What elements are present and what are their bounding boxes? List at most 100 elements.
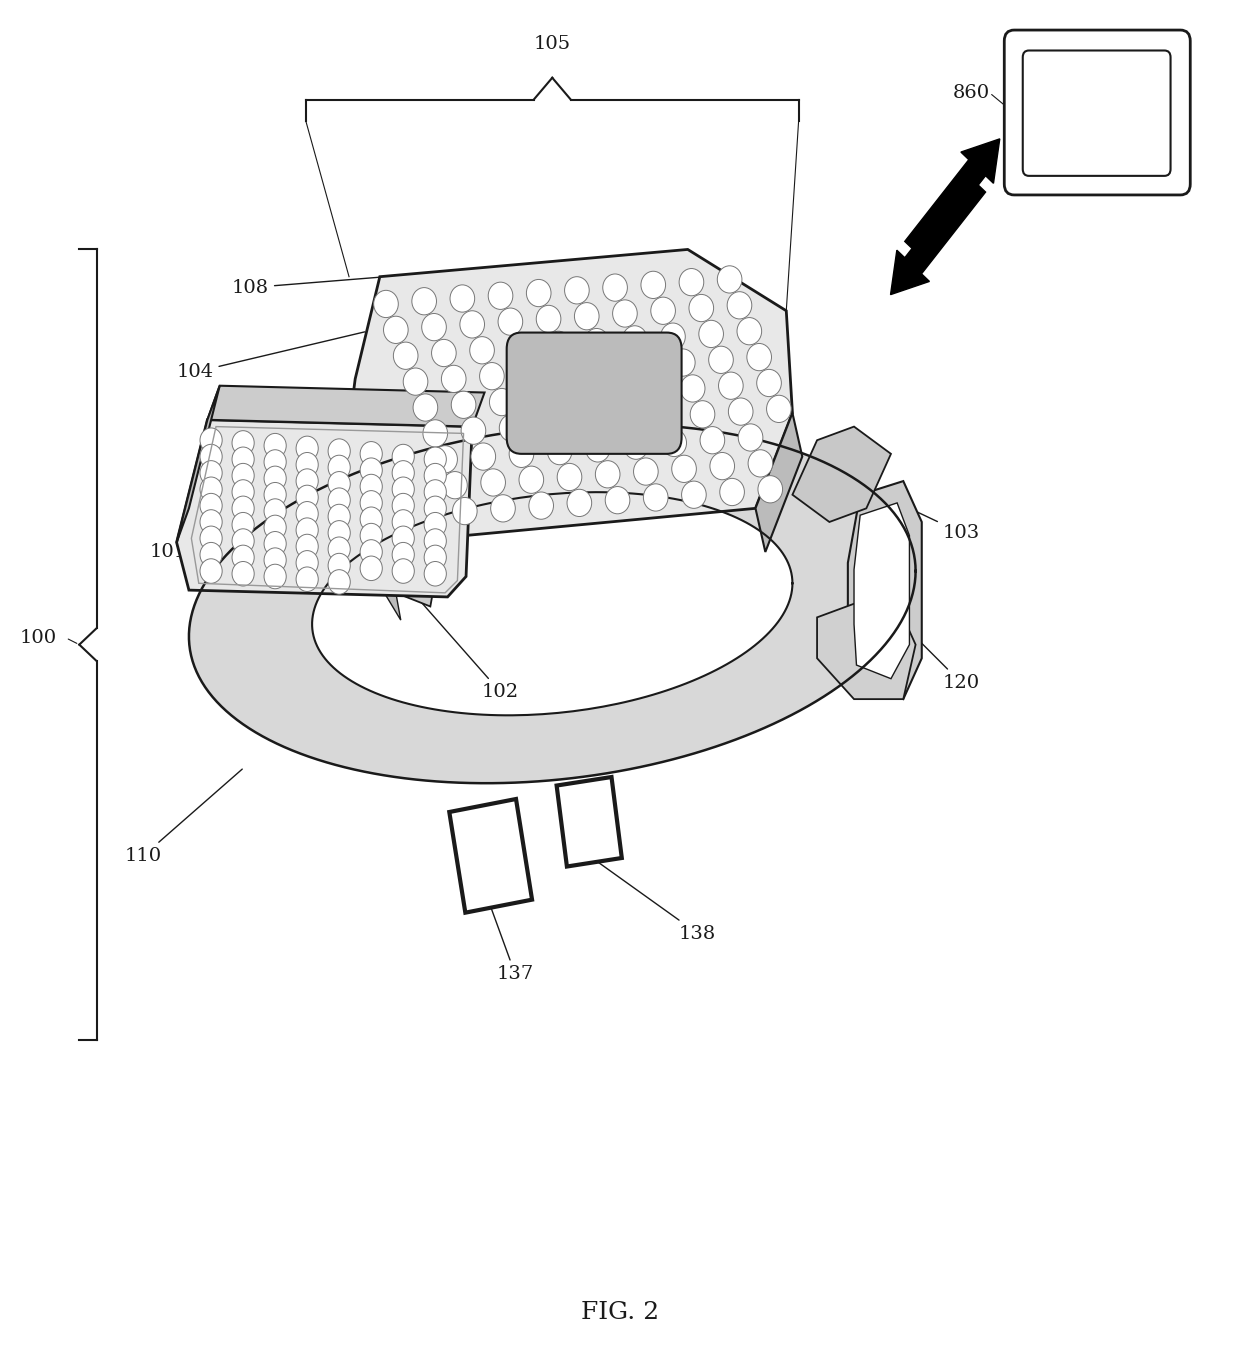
Circle shape (470, 337, 495, 363)
Circle shape (200, 526, 222, 551)
Circle shape (453, 498, 477, 525)
Circle shape (564, 277, 589, 304)
Circle shape (748, 450, 773, 477)
Circle shape (595, 461, 620, 488)
Circle shape (758, 476, 782, 503)
Polygon shape (343, 250, 792, 539)
Circle shape (424, 562, 446, 585)
Circle shape (481, 469, 506, 496)
Circle shape (392, 494, 414, 518)
Circle shape (423, 420, 448, 447)
Circle shape (641, 271, 666, 299)
Text: 110: 110 (125, 769, 242, 865)
Polygon shape (312, 492, 792, 716)
Polygon shape (557, 777, 621, 866)
Circle shape (527, 280, 551, 307)
Circle shape (480, 362, 505, 389)
Circle shape (451, 391, 476, 418)
Circle shape (661, 324, 686, 350)
Circle shape (737, 318, 761, 345)
Circle shape (651, 298, 676, 325)
Circle shape (296, 535, 319, 559)
Circle shape (536, 306, 560, 333)
Circle shape (329, 505, 350, 529)
Circle shape (424, 447, 446, 472)
Circle shape (329, 537, 350, 562)
Circle shape (450, 285, 475, 313)
Circle shape (490, 388, 515, 415)
Circle shape (392, 559, 414, 583)
Polygon shape (371, 525, 435, 606)
FancyArrow shape (905, 138, 999, 258)
Circle shape (264, 450, 286, 474)
Circle shape (200, 494, 222, 518)
Circle shape (691, 400, 714, 428)
Circle shape (547, 437, 572, 465)
Circle shape (584, 329, 609, 355)
Circle shape (424, 513, 446, 537)
Circle shape (232, 562, 254, 585)
Circle shape (557, 463, 582, 491)
Polygon shape (449, 799, 532, 913)
Circle shape (329, 554, 350, 577)
Circle shape (232, 430, 254, 455)
Circle shape (412, 288, 436, 315)
Circle shape (728, 398, 753, 425)
Text: 106: 106 (610, 292, 717, 337)
Polygon shape (207, 385, 485, 426)
Circle shape (424, 480, 446, 505)
Circle shape (200, 444, 222, 469)
FancyBboxPatch shape (1004, 30, 1190, 195)
Circle shape (508, 335, 532, 361)
Circle shape (296, 485, 319, 510)
Text: 102: 102 (413, 592, 520, 702)
FancyBboxPatch shape (1023, 51, 1171, 175)
Circle shape (498, 308, 523, 336)
Circle shape (424, 463, 446, 488)
Text: 120: 120 (911, 633, 980, 692)
Circle shape (662, 429, 687, 457)
Polygon shape (854, 503, 909, 679)
Circle shape (383, 317, 408, 344)
Circle shape (264, 515, 286, 540)
Circle shape (461, 417, 486, 444)
Circle shape (296, 469, 319, 494)
Circle shape (296, 452, 319, 477)
Circle shape (329, 439, 350, 463)
Circle shape (329, 472, 350, 496)
Circle shape (756, 369, 781, 396)
Circle shape (634, 458, 658, 485)
Circle shape (613, 300, 637, 328)
FancyBboxPatch shape (507, 333, 682, 454)
Circle shape (296, 518, 319, 543)
Polygon shape (176, 420, 472, 596)
Circle shape (232, 463, 254, 488)
Circle shape (644, 484, 668, 511)
Circle shape (709, 347, 733, 373)
Circle shape (200, 543, 222, 568)
Circle shape (232, 513, 254, 537)
Circle shape (528, 492, 553, 520)
Circle shape (360, 441, 382, 466)
Circle shape (424, 496, 446, 521)
Circle shape (329, 521, 350, 546)
Circle shape (574, 303, 599, 330)
Circle shape (689, 295, 713, 322)
Circle shape (701, 426, 724, 454)
Circle shape (264, 433, 286, 458)
Polygon shape (792, 426, 892, 522)
Circle shape (392, 510, 414, 535)
Polygon shape (371, 553, 401, 620)
Text: 105: 105 (533, 36, 570, 53)
Polygon shape (755, 413, 802, 553)
Circle shape (264, 565, 286, 588)
Circle shape (393, 343, 418, 369)
Circle shape (392, 444, 414, 469)
Circle shape (232, 447, 254, 472)
Text: 860: 860 (952, 84, 990, 101)
Circle shape (424, 529, 446, 554)
Circle shape (360, 507, 382, 532)
Circle shape (460, 311, 485, 339)
Circle shape (296, 436, 319, 461)
Circle shape (360, 474, 382, 499)
